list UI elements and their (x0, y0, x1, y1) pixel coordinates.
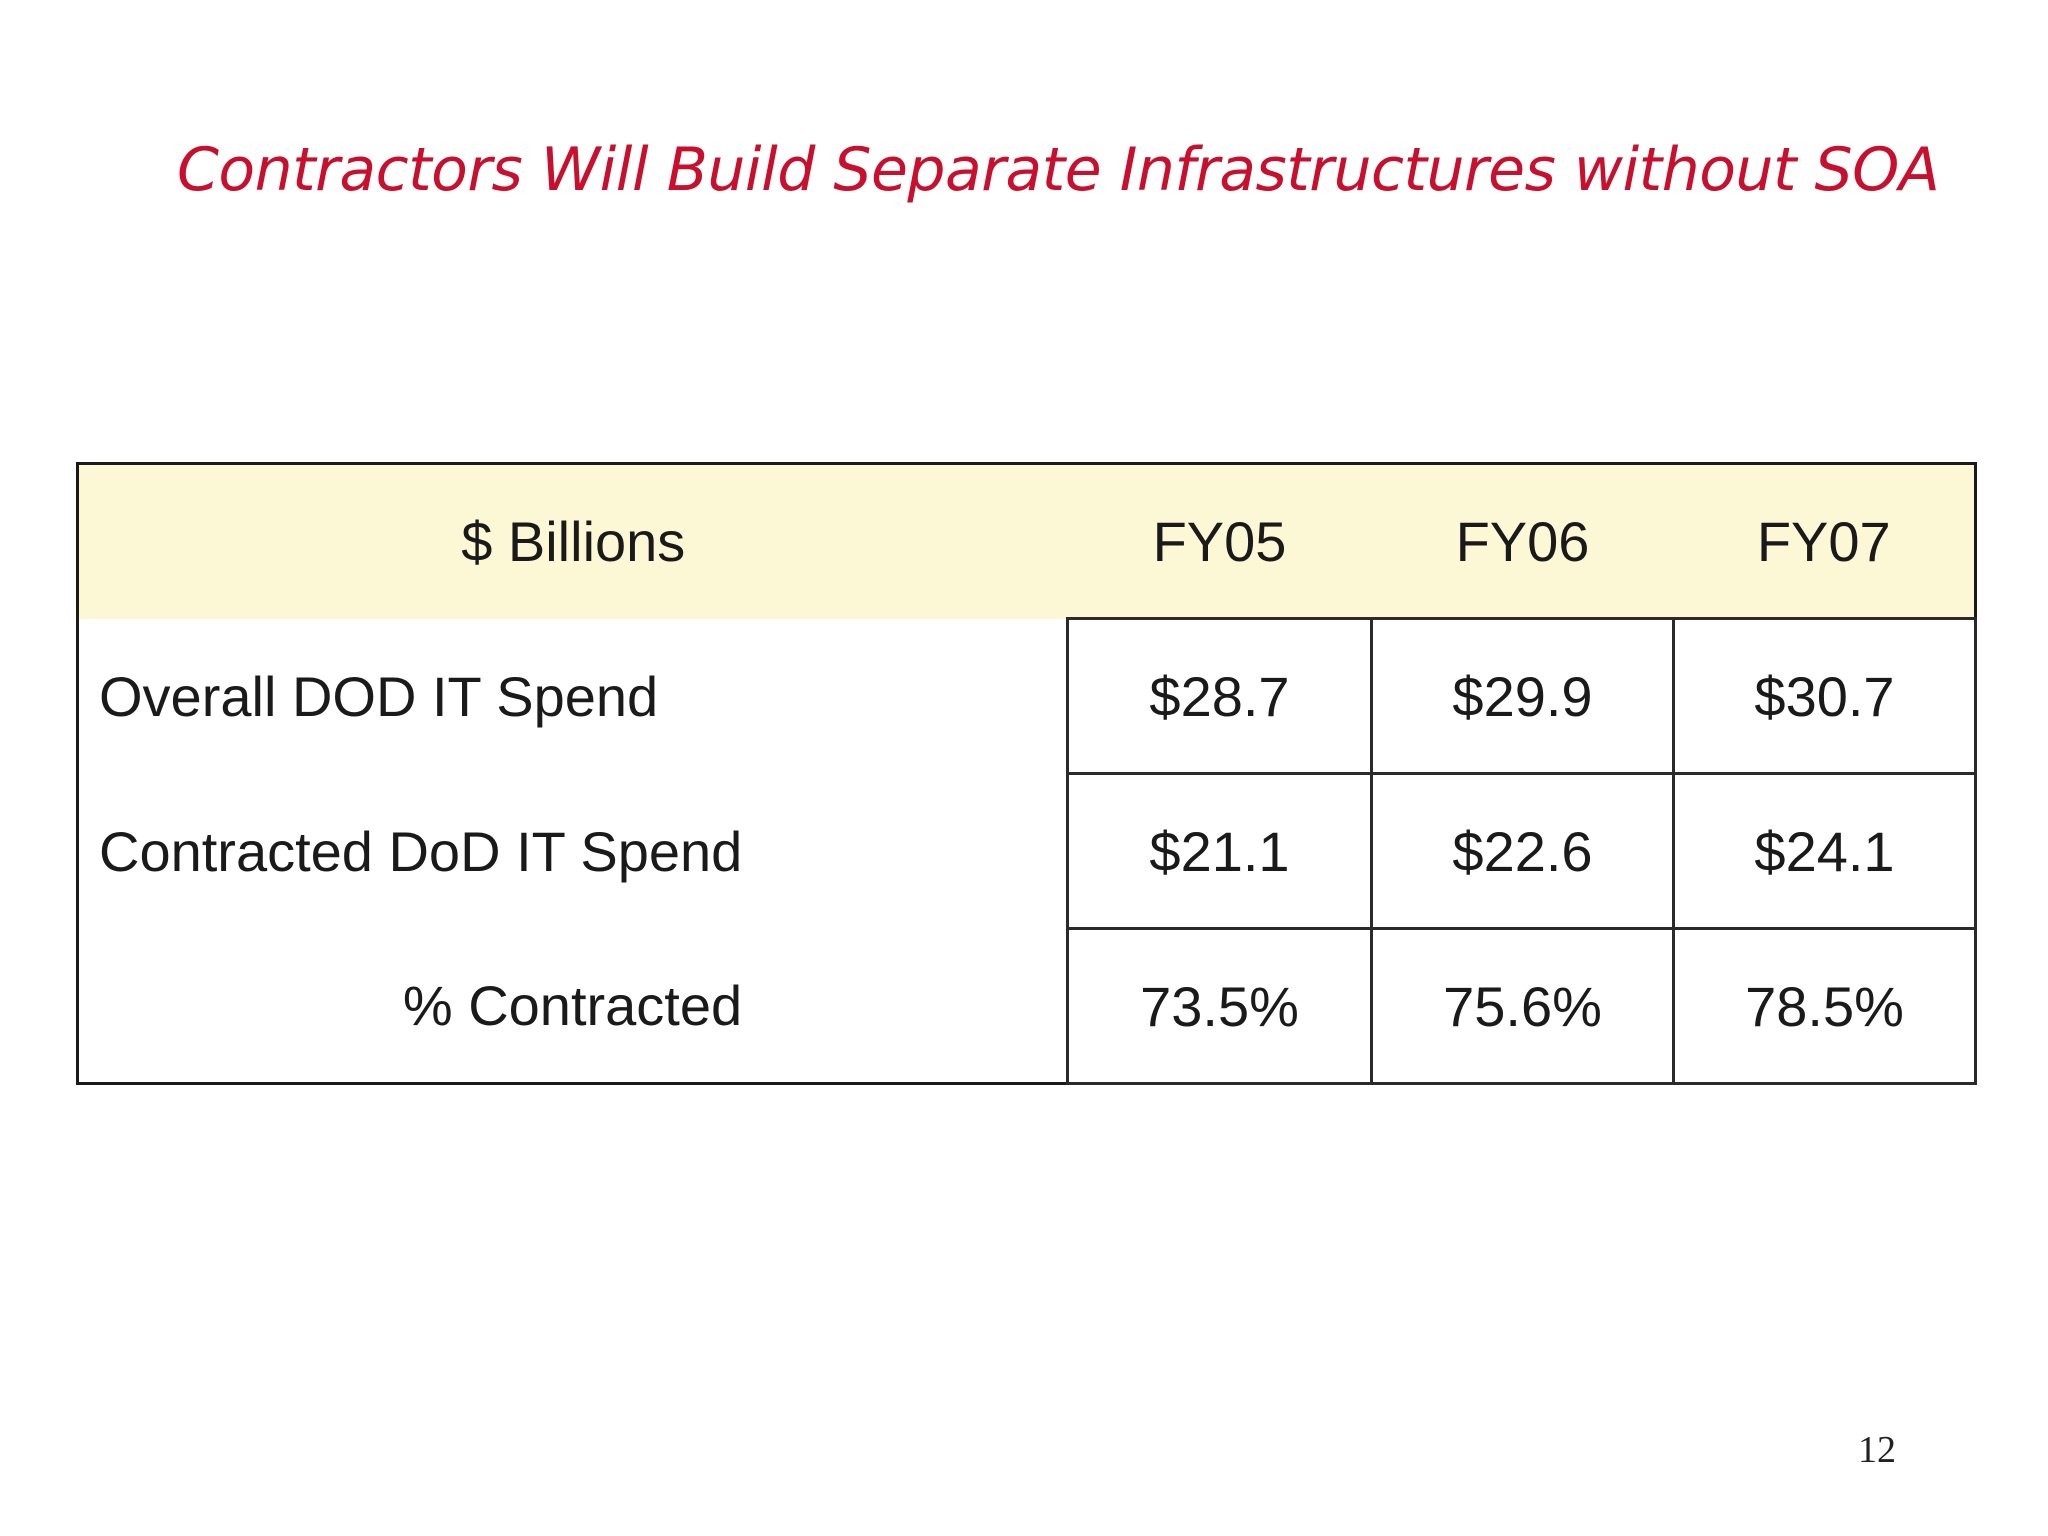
table-row: % Contracted 73.5% 75.6% 78.5% (77, 927, 1977, 1085)
cell-contracted-fy07: $24.1 (1672, 772, 1977, 930)
cell-contracted-fy05: $21.1 (1066, 772, 1373, 930)
header-units: $ Billions (77, 463, 1068, 619)
cell-overall-fy07: $30.7 (1672, 617, 1977, 775)
row-label-percent-contracted: % Contracted (77, 928, 1068, 1084)
row-label-contracted-spend: Contracted DoD IT Spend (77, 773, 1068, 929)
slide-title: Contractors Will Build Separate Infrastr… (177, 135, 1940, 205)
table-row: Contracted DoD IT Spend $21.1 $22.6 $24.… (77, 772, 1977, 930)
cell-contracted-fy06: $22.6 (1370, 772, 1675, 930)
row-label-overall-spend: Overall DOD IT Spend (77, 618, 1068, 774)
page-number: 12 (1858, 1429, 1896, 1471)
cell-percent-fy06: 75.6% (1370, 927, 1675, 1085)
cell-percent-fy05: 73.5% (1066, 927, 1373, 1085)
table-row: Overall DOD IT Spend $28.7 $29.9 $30.7 (77, 617, 1977, 775)
header-fy07: FY07 (1673, 463, 1976, 619)
cell-overall-fy05: $28.7 (1066, 617, 1373, 775)
header-fy05: FY05 (1067, 463, 1372, 619)
header-fy06: FY06 (1371, 463, 1674, 619)
cell-overall-fy06: $29.9 (1370, 617, 1675, 775)
it-spend-table: $ Billions FY05 FY06 FY07 Overall DOD IT… (76, 462, 1977, 1085)
table-header-row: $ Billions FY05 FY06 FY07 (77, 463, 1976, 619)
cell-percent-fy07: 78.5% (1672, 927, 1977, 1085)
